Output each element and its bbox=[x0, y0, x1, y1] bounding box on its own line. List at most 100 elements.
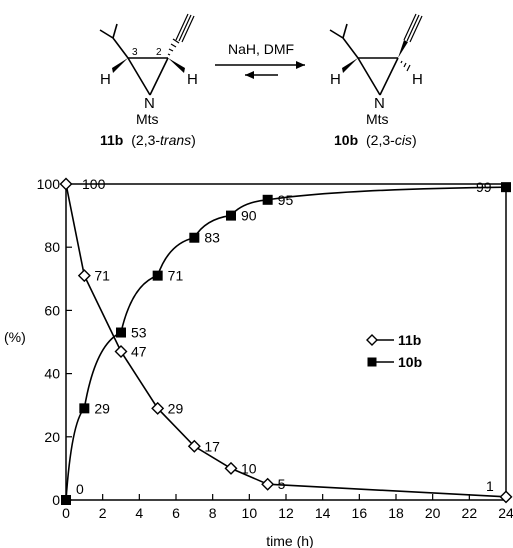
x-tick-label: 20 bbox=[425, 505, 441, 521]
data-label: 95 bbox=[278, 192, 294, 208]
data-label: 99 bbox=[476, 179, 492, 195]
x-tick-label: 16 bbox=[352, 505, 368, 521]
locant-2: 2 bbox=[156, 47, 162, 58]
data-label: 0 bbox=[76, 481, 84, 497]
atom-h-left: H bbox=[100, 71, 111, 88]
series-10b: 0 29 53 71 83 90 95 99 bbox=[61, 179, 511, 505]
data-label: 17 bbox=[204, 438, 220, 454]
data-label: 53 bbox=[131, 325, 147, 341]
wedge-h-c3 bbox=[112, 58, 128, 73]
data-point bbox=[189, 232, 200, 243]
x-tick-label: 12 bbox=[278, 505, 294, 521]
legend-marker bbox=[367, 357, 377, 367]
y-tick-label: 40 bbox=[44, 366, 60, 382]
y-tick-label: 100 bbox=[37, 176, 61, 192]
legend-label: 10b bbox=[398, 354, 422, 370]
data-label: 83 bbox=[204, 230, 220, 246]
compound-id-10b: 10b bbox=[334, 132, 358, 148]
x-tick-label: 18 bbox=[388, 505, 404, 521]
compound-label-10b: 10b (2,3-cis) bbox=[334, 132, 417, 148]
wedge-h-c3 bbox=[342, 58, 358, 73]
data-point bbox=[499, 490, 513, 504]
data-point bbox=[77, 269, 91, 283]
x-axis-label: time (h) bbox=[266, 533, 313, 548]
x-tick-label: 2 bbox=[99, 505, 107, 521]
data-point bbox=[501, 182, 511, 193]
data-point bbox=[261, 477, 275, 491]
reverse-arrowhead bbox=[245, 71, 254, 79]
data-label: 47 bbox=[131, 343, 147, 359]
molecule-10b: H H N Mts 10b (2,3-cis) bbox=[329, 13, 423, 148]
x-tick-label: 24 bbox=[498, 505, 513, 521]
data-point bbox=[114, 344, 128, 358]
series-line bbox=[65, 186, 507, 501]
series-line bbox=[65, 183, 507, 498]
data-label: 29 bbox=[168, 400, 184, 416]
x-tick-label: 6 bbox=[172, 505, 180, 521]
mts-group: Mts bbox=[366, 111, 389, 127]
data-point bbox=[79, 403, 90, 414]
plot-frame bbox=[65, 183, 507, 501]
legend-item-10b: 10b bbox=[367, 354, 422, 370]
hashed-bond-h-c2 bbox=[400, 60, 411, 72]
x-tick-label: 0 bbox=[62, 505, 70, 521]
data-point bbox=[224, 461, 238, 475]
legend-label: 11b bbox=[398, 332, 421, 348]
reaction-scheme: H H N Mts 3 2 11b (2,3-trans) NaH, DMF bbox=[99, 13, 423, 148]
data-point bbox=[152, 270, 163, 281]
data-label: 90 bbox=[241, 208, 257, 224]
data-label: 5 bbox=[278, 476, 286, 492]
locant-3: 3 bbox=[132, 47, 138, 58]
isopropyl-methyl-2 bbox=[342, 23, 348, 39]
triple-bond-2 bbox=[406, 14, 420, 42]
data-point bbox=[61, 495, 71, 505]
legend-item-11b: 11b bbox=[366, 332, 421, 348]
atom-h-left: H bbox=[330, 71, 341, 88]
compound-label-11b: 11b (2,3-trans) bbox=[100, 132, 196, 148]
triple-bond-1 bbox=[175, 13, 189, 41]
data-label: 1 bbox=[486, 478, 494, 494]
x-tick-label: 14 bbox=[315, 505, 331, 521]
data-point bbox=[59, 177, 73, 191]
x-tick-label: 22 bbox=[462, 505, 478, 521]
data-label: 10 bbox=[241, 460, 257, 476]
data-label: 71 bbox=[94, 268, 110, 284]
x-tick-label: 10 bbox=[242, 505, 258, 521]
x-tick-label: 4 bbox=[135, 505, 143, 521]
plot-border bbox=[65, 183, 507, 501]
triple-bond-3 bbox=[181, 15, 195, 43]
data-label: 71 bbox=[168, 268, 184, 284]
y-tick-label: 80 bbox=[44, 239, 60, 255]
triple-bond-2 bbox=[178, 14, 192, 42]
wedge-h-c2 bbox=[168, 58, 185, 73]
data-point bbox=[187, 439, 201, 453]
data-label: 100 bbox=[82, 176, 106, 192]
isopropyl-methyl-1 bbox=[329, 29, 344, 39]
atom-n: N bbox=[374, 95, 385, 112]
data-point bbox=[226, 210, 236, 221]
x-tick-label: 8 bbox=[209, 505, 217, 521]
wedge-alkyne bbox=[398, 40, 408, 58]
series-11b: 100 71 47 29 17 10 5 1 bbox=[59, 176, 513, 504]
isopropyl-methyl-2 bbox=[112, 23, 118, 39]
y-tick-label: 0 bbox=[52, 492, 60, 508]
triple-bond-3 bbox=[409, 15, 423, 43]
legend-marker bbox=[366, 334, 378, 346]
data-point bbox=[262, 194, 273, 205]
reagent-label: NaH, DMF bbox=[228, 41, 294, 57]
forward-arrowhead bbox=[296, 61, 305, 69]
ring-bond-c3-n bbox=[357, 57, 381, 96]
molecule-11b: H H N Mts 3 2 11b (2,3-trans) bbox=[99, 13, 198, 148]
equilibrium-arrows: NaH, DMF bbox=[215, 41, 305, 79]
isopropyl-bond bbox=[112, 37, 129, 59]
y-tick-label: 20 bbox=[44, 429, 60, 445]
ring-bond-c2-n bbox=[149, 57, 169, 96]
hashed-bond-alkyne bbox=[167, 38, 180, 56]
mts-group: Mts bbox=[136, 111, 159, 127]
data-point bbox=[116, 327, 126, 338]
chart-series: 100 71 47 29 17 10 5 10 29 53 71 83 90 95 99 bbox=[59, 176, 513, 505]
y-tick-label: 60 bbox=[44, 302, 60, 318]
isopropyl-methyl-1 bbox=[99, 29, 114, 39]
